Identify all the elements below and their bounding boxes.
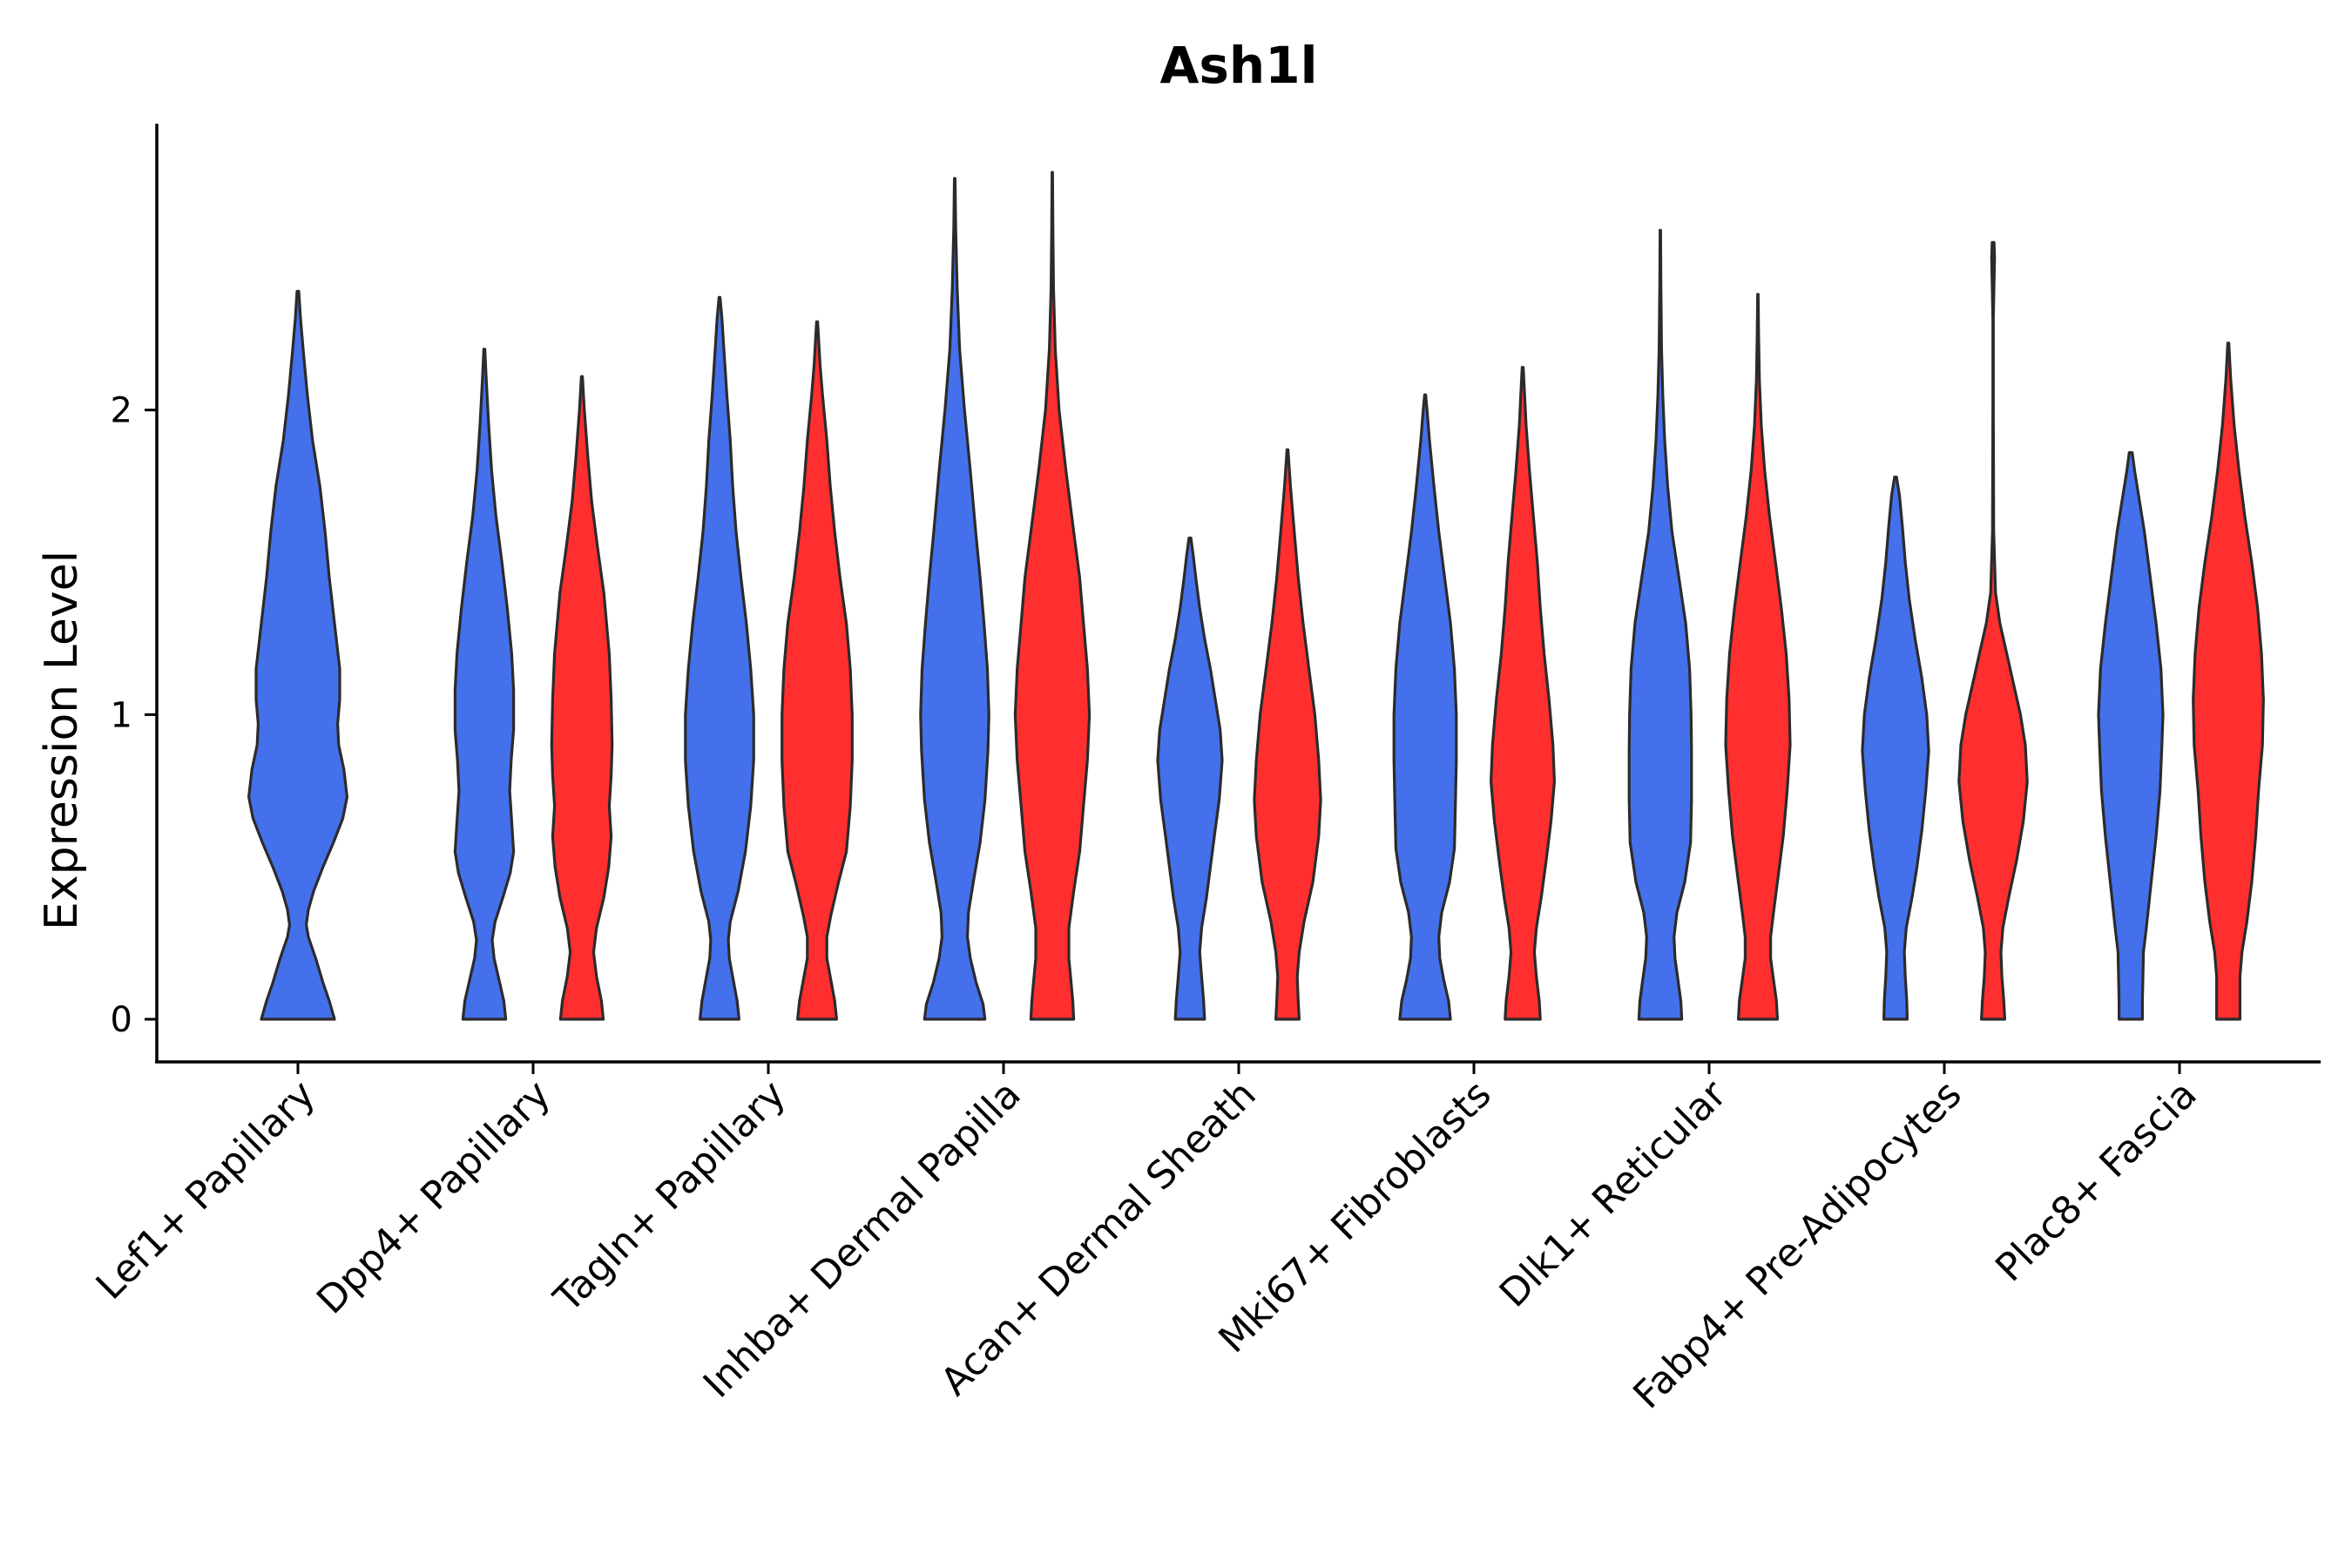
violin-plac8-fascia-blue — [2097, 451, 2165, 1021]
violin-plac8-fascia-red — [2192, 341, 2265, 1021]
x-tick-label: Dpp4+ Papillary — [308, 1072, 559, 1323]
violin-fabp4-pre-adipocytes-red — [1957, 240, 2029, 1021]
violin-mki67-fibroblasts-blue — [1392, 393, 1458, 1021]
violin-inhba-dermal-papilla-red — [1013, 171, 1092, 1021]
violin-acan-dermal-sheath-red — [1253, 448, 1322, 1021]
violin-acan-dermal-sheath-blue — [1156, 537, 1224, 1021]
y-tick-label: 1 — [111, 695, 132, 735]
x-tick-label: Plac8+ Fascia — [1987, 1072, 2206, 1291]
y-axis-label: Expression Level — [36, 551, 88, 930]
violin-series — [247, 171, 2265, 1021]
x-tick-label: Tagln+ Papillary — [545, 1072, 794, 1321]
y-tick-label: 2 — [111, 391, 132, 431]
violin-lef1-papillary-blue — [247, 289, 348, 1021]
violin-fabp4-pre-adipocytes-blue — [1861, 476, 1930, 1021]
violin-dlk1-reticular-red — [1724, 293, 1792, 1021]
violin-dpp4-papillary-blue — [453, 348, 516, 1021]
violin-dlk1-reticular-blue — [1627, 228, 1693, 1021]
violin-tagln-papillary-blue — [684, 295, 755, 1021]
chart-title: Ash1l — [1160, 36, 1318, 95]
violin-inhba-dermal-papilla-blue — [919, 177, 990, 1021]
violin-dpp4-papillary-red — [550, 375, 614, 1021]
x-tick-label: Dlk1+ Reticular — [1491, 1071, 1736, 1316]
y-ticks: 0 1 2 — [111, 391, 157, 1040]
y-tick-label: 0 — [111, 1000, 132, 1040]
violin-tagln-papillary-red — [781, 320, 854, 1021]
violin-mki67-fibroblasts-red — [1490, 366, 1556, 1021]
x-tick-label: Mki67+ Fibroblasts — [1210, 1072, 1499, 1362]
x-tick-label: Lef1+ Papillary — [88, 1072, 324, 1308]
